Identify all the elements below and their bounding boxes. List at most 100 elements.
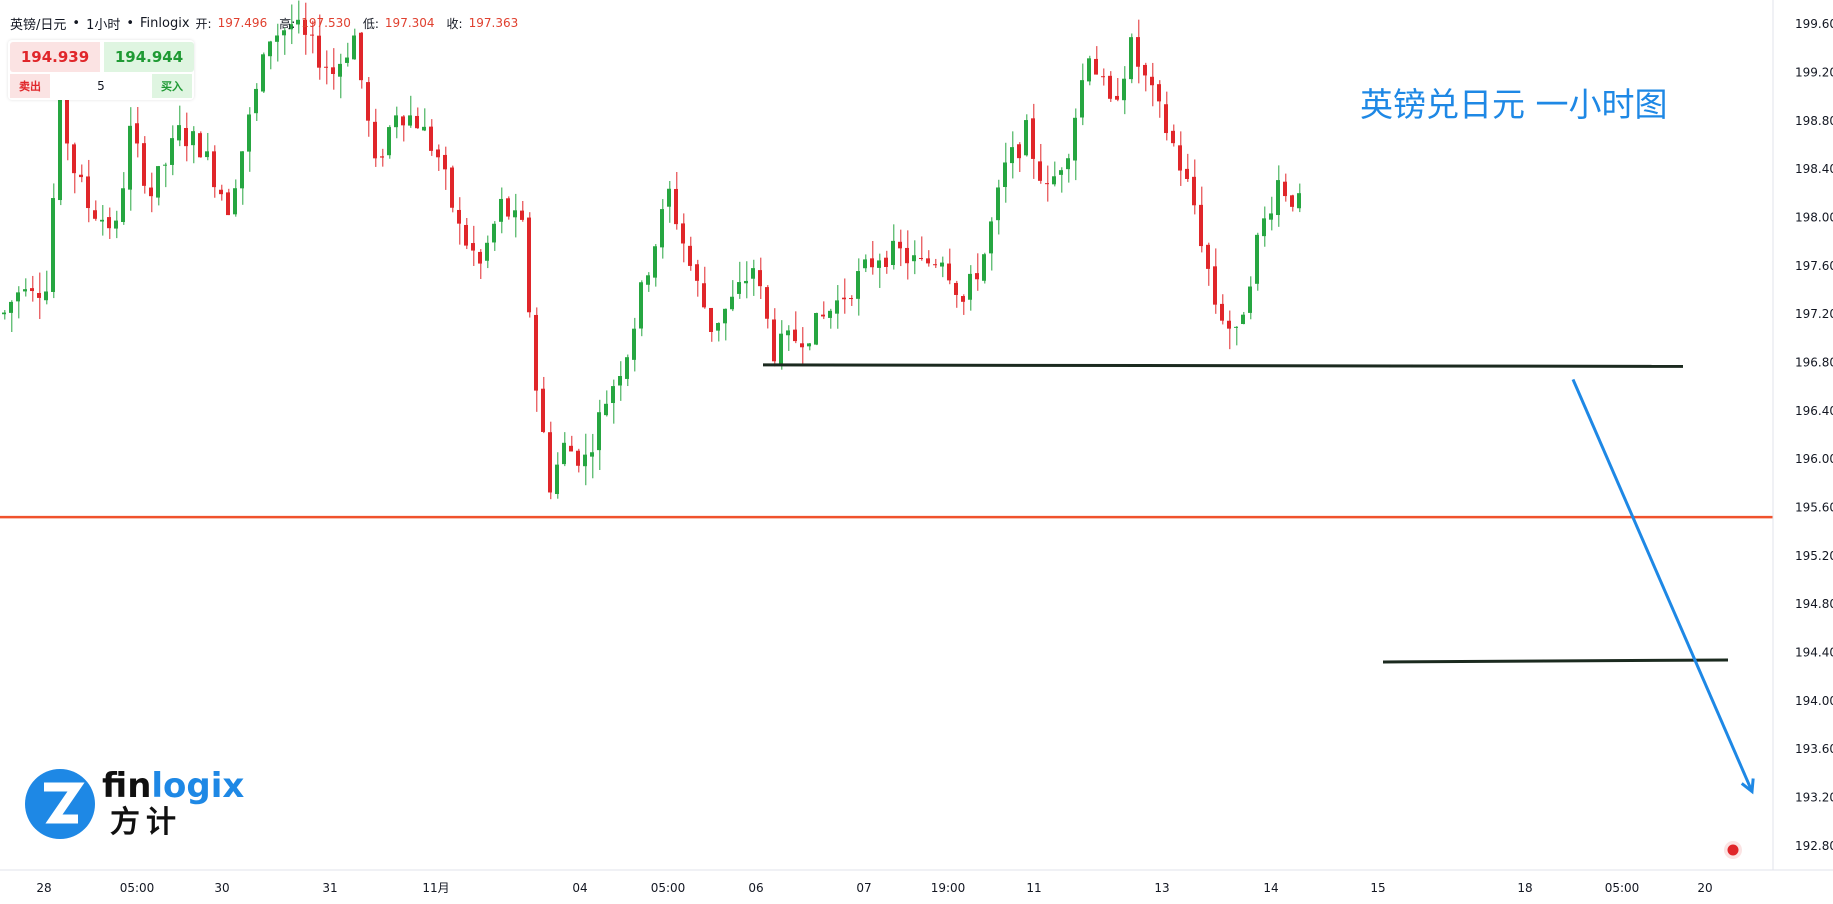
- candle-body[interactable]: [2, 312, 6, 315]
- candle-body[interactable]: [989, 221, 993, 254]
- candle-body[interactable]: [758, 270, 762, 287]
- candle-body[interactable]: [1038, 161, 1042, 181]
- candle-body[interactable]: [373, 121, 377, 159]
- candle-body[interactable]: [51, 198, 55, 292]
- candle-body[interactable]: [443, 154, 447, 170]
- candle-body[interactable]: [212, 151, 216, 188]
- candle-body[interactable]: [1108, 75, 1112, 99]
- candle-body[interactable]: [1059, 170, 1063, 175]
- candle-body[interactable]: [65, 95, 69, 144]
- candle-body[interactable]: [520, 210, 524, 220]
- support-line-lower[interactable]: [1382, 658, 1729, 664]
- candle-body[interactable]: [842, 297, 846, 300]
- candle-body[interactable]: [933, 264, 937, 266]
- candle-body[interactable]: [1213, 266, 1217, 305]
- candle-body[interactable]: [779, 333, 783, 365]
- candle-body[interactable]: [1227, 320, 1231, 329]
- candle-body[interactable]: [338, 63, 342, 77]
- candle-body[interactable]: [632, 328, 636, 360]
- candle-body[interactable]: [849, 298, 853, 300]
- candle-body[interactable]: [604, 403, 608, 416]
- candle-body[interactable]: [919, 257, 923, 259]
- candle-body[interactable]: [1010, 147, 1014, 164]
- candle-body[interactable]: [751, 268, 755, 279]
- candle-body[interactable]: [457, 209, 461, 224]
- candle-body[interactable]: [716, 322, 720, 331]
- candle-body[interactable]: [877, 260, 881, 268]
- candle-body[interactable]: [317, 35, 321, 68]
- candle-body[interactable]: [506, 198, 510, 217]
- candle-body[interactable]: [786, 330, 790, 336]
- candle-body[interactable]: [1206, 244, 1210, 269]
- candle-body[interactable]: [1199, 204, 1203, 247]
- candle-body[interactable]: [359, 32, 363, 81]
- candle-body[interactable]: [275, 35, 279, 42]
- candle-body[interactable]: [940, 262, 944, 267]
- candle-body[interactable]: [1220, 303, 1224, 321]
- candle-body[interactable]: [541, 388, 545, 432]
- candle-body[interactable]: [947, 263, 951, 281]
- candle-body[interactable]: [1164, 104, 1168, 134]
- candle-body[interactable]: [1073, 117, 1077, 161]
- candle-body[interactable]: [247, 114, 251, 152]
- candle-body[interactable]: [9, 301, 13, 313]
- candle-body[interactable]: [1297, 193, 1301, 209]
- candle-body[interactable]: [1241, 314, 1245, 324]
- candle-body[interactable]: [674, 188, 678, 225]
- candle-body[interactable]: [569, 445, 573, 452]
- candle-body[interactable]: [807, 343, 811, 347]
- candle-body[interactable]: [100, 219, 104, 222]
- candle-body[interactable]: [282, 30, 286, 36]
- candle-body[interactable]: [639, 282, 643, 329]
- candle-body[interactable]: [926, 258, 930, 264]
- candle-body[interactable]: [898, 241, 902, 249]
- candle-body[interactable]: [415, 115, 419, 129]
- candle-body[interactable]: [380, 156, 384, 158]
- candle-body[interactable]: [681, 223, 685, 244]
- candle-body[interactable]: [653, 246, 657, 278]
- candle-body[interactable]: [646, 275, 650, 285]
- candle-body[interactable]: [814, 312, 818, 345]
- candle-body[interactable]: [772, 319, 776, 362]
- candle-body[interactable]: [86, 176, 90, 209]
- candle-body[interactable]: [16, 292, 20, 302]
- candle-body[interactable]: [1248, 286, 1252, 313]
- candle-body[interactable]: [730, 296, 734, 310]
- candle-body[interactable]: [625, 357, 629, 379]
- candle-body[interactable]: [261, 54, 265, 92]
- support-line-upper[interactable]: [762, 363, 1684, 368]
- sell-price[interactable]: 194.939: [10, 42, 100, 72]
- candle-body[interactable]: [723, 308, 727, 324]
- candle-body[interactable]: [821, 314, 825, 317]
- candle-body[interactable]: [135, 123, 139, 144]
- candle-body[interactable]: [464, 224, 468, 246]
- candle-body[interactable]: [58, 95, 62, 201]
- candle-body[interactable]: [1129, 37, 1133, 80]
- candle-body[interactable]: [478, 251, 482, 264]
- candle-body[interactable]: [793, 329, 797, 342]
- candle-body[interactable]: [128, 125, 132, 190]
- candle-body[interactable]: [219, 189, 223, 195]
- candle-body[interactable]: [618, 376, 622, 386]
- candle-body[interactable]: [667, 188, 671, 207]
- candle-body[interactable]: [177, 125, 181, 141]
- candle-body[interactable]: [471, 243, 475, 251]
- buy-price[interactable]: 194.944: [104, 42, 194, 72]
- candle-body[interactable]: [1080, 80, 1084, 118]
- candle-body[interactable]: [828, 310, 832, 318]
- candle-body[interactable]: [1178, 145, 1182, 171]
- candle-body[interactable]: [513, 210, 517, 218]
- candle-body[interactable]: [72, 144, 76, 174]
- candle-body[interactable]: [856, 271, 860, 299]
- candle-body[interactable]: [905, 247, 909, 264]
- symbol-name[interactable]: 英镑/日元: [10, 17, 67, 33]
- candle-body[interactable]: [450, 167, 454, 208]
- candle-body[interactable]: [1234, 326, 1238, 328]
- candle-body[interactable]: [1101, 76, 1105, 78]
- candle-body[interactable]: [870, 258, 874, 268]
- candle-body[interactable]: [1031, 118, 1035, 159]
- candle-body[interactable]: [268, 41, 272, 57]
- candle-body[interactable]: [891, 240, 895, 266]
- candle-body[interactable]: [184, 127, 188, 147]
- candle-body[interactable]: [1024, 120, 1028, 156]
